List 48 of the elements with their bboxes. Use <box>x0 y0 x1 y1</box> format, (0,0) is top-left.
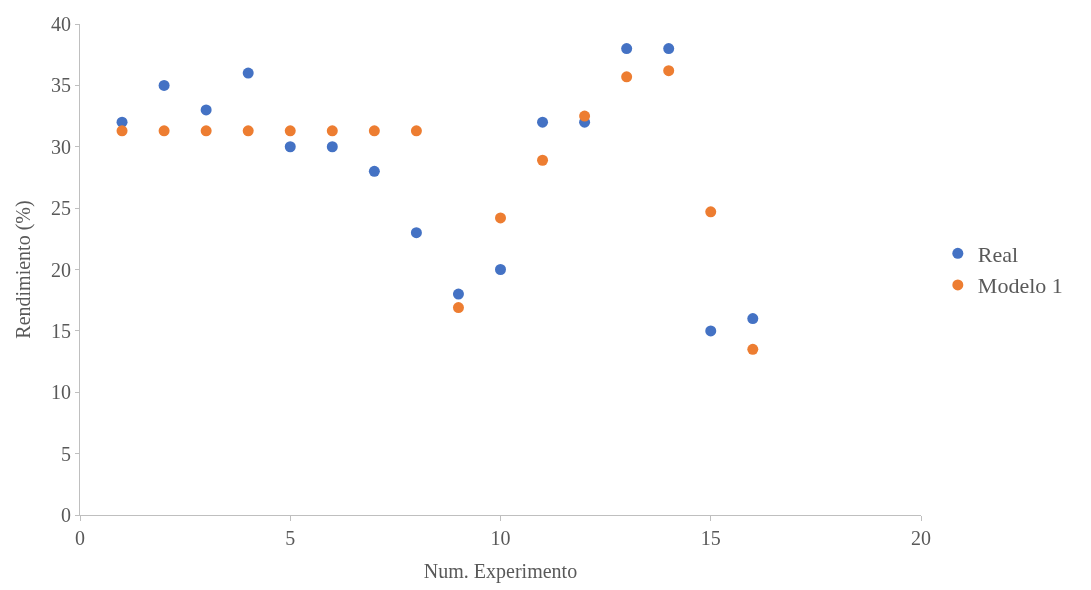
y-tick-label: 10 <box>51 381 71 404</box>
y-tick-label: 0 <box>61 504 71 526</box>
x-tick-label: 10 <box>490 527 511 549</box>
point <box>158 125 170 137</box>
x-tick-label: 5 <box>285 527 296 549</box>
point <box>705 206 717 218</box>
x-axis-title: Num. Experimento <box>423 559 578 583</box>
point <box>368 125 380 137</box>
point <box>116 125 128 137</box>
y-tick-label: 20 <box>51 258 71 281</box>
point <box>621 71 633 83</box>
point <box>495 212 506 224</box>
point <box>747 343 759 355</box>
point <box>326 125 338 137</box>
point <box>705 325 717 337</box>
point <box>452 302 464 314</box>
point <box>284 125 296 137</box>
point <box>200 125 212 137</box>
point <box>284 141 296 153</box>
point <box>579 110 591 122</box>
x-tick-label: 20 <box>911 527 931 549</box>
y-axis-title: Rendimiento (%) <box>11 200 35 339</box>
point <box>621 43 633 55</box>
y-tick-label: 35 <box>51 74 71 97</box>
point <box>452 288 464 300</box>
point <box>410 227 422 239</box>
point <box>537 116 549 128</box>
y-tick-label: 25 <box>51 197 71 220</box>
point <box>747 313 759 325</box>
point <box>368 165 380 177</box>
point <box>242 125 254 137</box>
y-tick-label: 5 <box>61 442 71 465</box>
x-tick-label: 15 <box>700 527 721 549</box>
y-tick-label: 30 <box>51 135 71 158</box>
point <box>537 154 549 166</box>
point <box>326 141 338 153</box>
point <box>242 67 254 79</box>
point <box>495 264 506 275</box>
point <box>663 65 675 77</box>
point <box>410 125 422 137</box>
point <box>663 43 675 55</box>
x-tick-label: 0 <box>75 527 85 549</box>
legend-label: Real <box>977 241 1019 267</box>
point <box>158 79 170 91</box>
point <box>200 104 212 116</box>
y-tick-label: 40 <box>51 13 71 35</box>
legend-label: Modelo 1 <box>977 273 1063 299</box>
y-tick-label: 15 <box>51 319 71 342</box>
